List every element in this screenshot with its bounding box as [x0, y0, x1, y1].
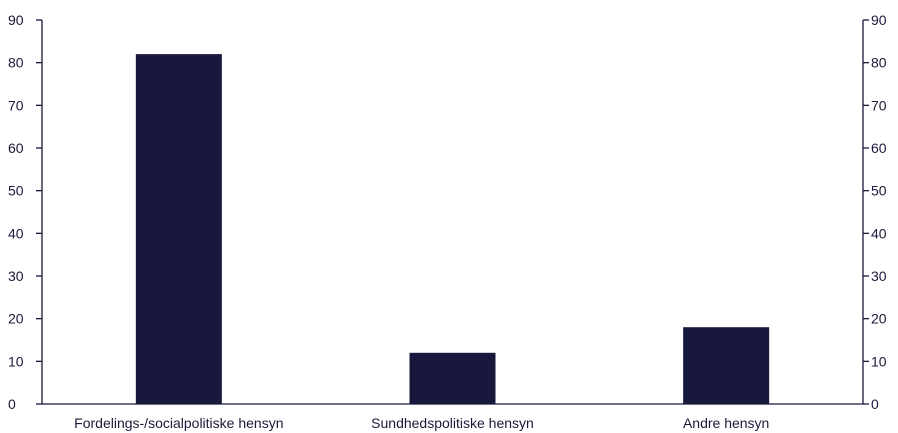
right-tick-label: 70 [871, 97, 887, 113]
bar-2 [683, 327, 770, 404]
bar-1 [409, 352, 496, 404]
x-tick-label: Sundhedspolitiske hensyn [371, 415, 534, 431]
left-tick-label: 80 [8, 55, 24, 71]
right-tick-label: 40 [871, 225, 887, 241]
right-tick-label: 50 [871, 183, 887, 199]
left-tick-label: 90 [8, 12, 24, 28]
right-axis: 0 10 20 30 40 50 60 70 80 90 [862, 12, 887, 412]
left-tick-label: 20 [8, 311, 24, 327]
right-tick-label: 20 [871, 311, 887, 327]
left-tick-label: 50 [8, 183, 24, 199]
right-tick-label: 0 [871, 396, 879, 412]
right-tick-label: 60 [871, 140, 887, 156]
right-tick-label: 10 [871, 353, 887, 369]
left-tick-label: 30 [8, 268, 24, 284]
right-tick-label: 90 [871, 12, 887, 28]
bars-layer [135, 54, 770, 405]
left-tick-label: 10 [8, 353, 24, 369]
left-tick-label: 70 [8, 97, 24, 113]
left-tick-label: 0 [8, 396, 16, 412]
x-tick-label: Fordelings-/socialpolitiske hensyn [74, 415, 283, 431]
bar-0 [135, 54, 222, 405]
left-tick-label: 40 [8, 225, 24, 241]
x-tick-label: Andre hensyn [683, 415, 769, 431]
right-tick-label: 30 [871, 268, 887, 284]
left-axis: 0 10 20 30 40 50 60 70 80 90 [8, 12, 43, 412]
x-axis: Fordelings-/socialpolitiske hensyn Sundhe… [42, 403, 863, 431]
right-tick-label: 80 [871, 55, 887, 71]
left-tick-label: 60 [8, 140, 24, 156]
